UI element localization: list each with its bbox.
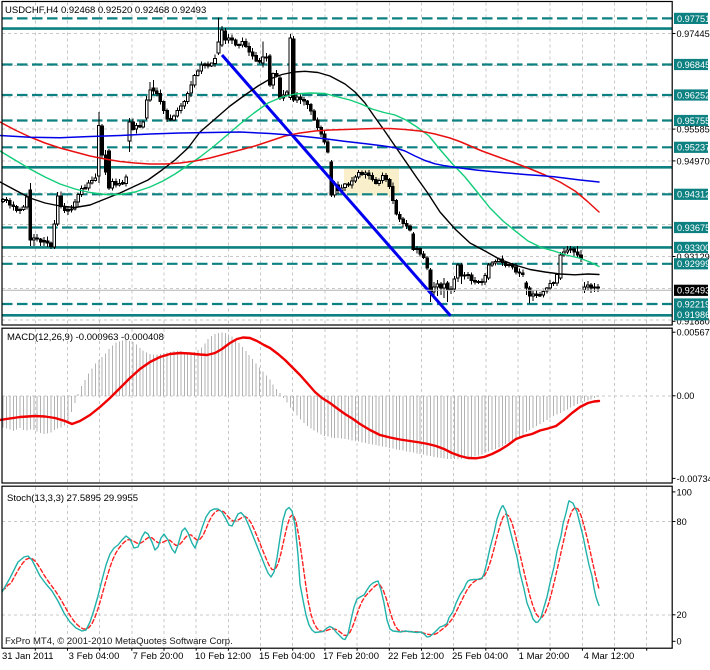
svg-text:MACD(12,26,9) -0.000963 -0.000: MACD(12,26,9) -0.000963 -0.000408 (7, 332, 164, 343)
svg-text:0.92999: 0.92999 (677, 259, 710, 269)
svg-text:Stoch(13,3,3) 27.5895 29.9955: Stoch(13,3,3) 27.5895 29.9955 (7, 493, 138, 504)
svg-text:22 Feb 12:00: 22 Feb 12:00 (388, 651, 444, 662)
svg-text:0.96252: 0.96252 (677, 90, 710, 100)
svg-text:0: 0 (677, 637, 682, 647)
svg-text:20: 20 (677, 610, 687, 620)
svg-text:4 Mar 12:00: 4 Mar 12:00 (584, 651, 635, 662)
svg-text:0.94970: 0.94970 (677, 156, 710, 166)
svg-text:3 Feb 04:00: 3 Feb 04:00 (69, 651, 120, 662)
svg-text:0.00: 0.00 (677, 391, 695, 401)
svg-text:7 Feb 20:00: 7 Feb 20:00 (133, 651, 184, 662)
svg-text:25 Feb 04:00: 25 Feb 04:00 (452, 651, 508, 662)
svg-text:-0.00734: -0.00734 (677, 474, 710, 484)
svg-text:0.93300: 0.93300 (677, 243, 710, 253)
svg-text:USDCHF,H4 0.92468 0.92520 0.9: USDCHF,H4 0.92468 0.92520 0.92468 0.9249… (5, 5, 206, 16)
svg-text:10 Feb 12:00: 10 Feb 12:00 (195, 651, 251, 662)
svg-text:17 Feb 20:00: 17 Feb 20:00 (323, 651, 379, 662)
svg-text:15 Feb 04:00: 15 Feb 04:00 (259, 651, 315, 662)
svg-text:0.00567: 0.00567 (677, 328, 710, 338)
svg-text:0.97751: 0.97751 (677, 14, 710, 24)
svg-text:0.95237: 0.95237 (677, 143, 710, 153)
svg-text:0.96845: 0.96845 (677, 60, 710, 70)
svg-text:100: 100 (677, 487, 692, 497)
svg-text:0.92493: 0.92493 (677, 286, 710, 296)
svg-text:31 Jan 2011: 31 Jan 2011 (2, 651, 54, 662)
svg-text:1 Mar 20:00: 1 Mar 20:00 (519, 651, 570, 662)
svg-text:0.92219: 0.92219 (677, 299, 710, 309)
svg-text:80: 80 (677, 517, 687, 527)
svg-text:0.97445: 0.97445 (677, 29, 710, 39)
svg-text:0.95755: 0.95755 (677, 116, 710, 126)
svg-text:0.94312: 0.94312 (677, 190, 710, 200)
svg-text:0.93675: 0.93675 (677, 223, 710, 233)
svg-text:0.91986: 0.91986 (677, 310, 710, 320)
svg-text:FxPro MT4, © 2001-2010 MetaQuo: FxPro MT4, © 2001-2010 MetaQuotes Softwa… (5, 636, 233, 647)
